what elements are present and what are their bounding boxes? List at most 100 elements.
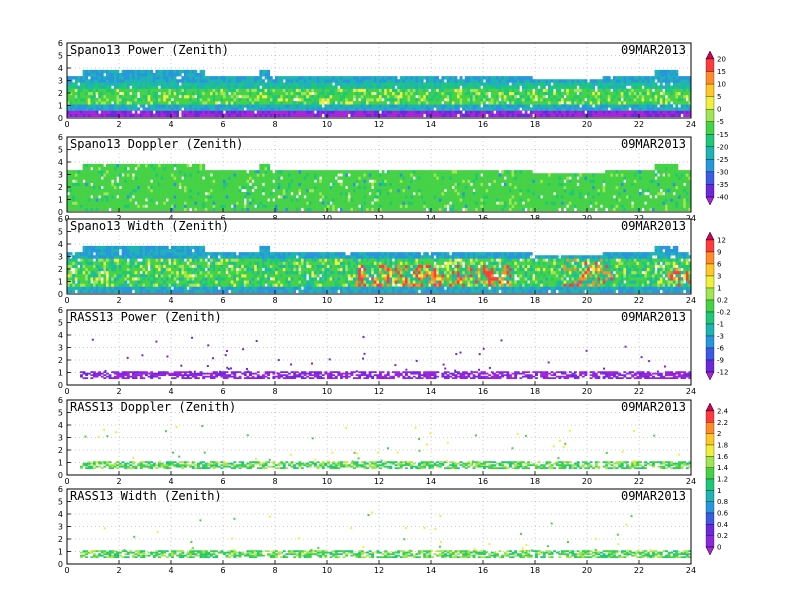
heatmap-cell: [672, 82, 676, 86]
heatmap-cell: [111, 182, 115, 187]
heatmap-cell: [69, 173, 73, 177]
heatmap-cell: [540, 85, 544, 89]
heatmap-cell: [636, 76, 640, 80]
heatmap-cell: [662, 69, 666, 74]
heatmap-cell: [93, 101, 96, 105]
heatmap-cell: [233, 79, 237, 83]
heatmap-cell: [644, 85, 648, 89]
heatmap-cell: [371, 198, 375, 202]
heatmap-cell: [568, 107, 572, 111]
heatmap-cell: [670, 94, 674, 99]
heatmap-cell: [145, 98, 148, 102]
heatmap-cell: [675, 94, 679, 99]
heatmap-cell: [493, 98, 497, 102]
heatmap-cell: [217, 110, 221, 114]
heatmap-cell: [363, 185, 367, 190]
heatmap-cell: [415, 201, 419, 205]
heatmap-cell: [358, 104, 362, 108]
heatmap-cell: [74, 207, 78, 212]
heatmap-cell: [139, 182, 143, 187]
heatmap-cell: [165, 188, 169, 193]
heatmap-cell: [301, 101, 304, 105]
heatmap-cell: [295, 82, 299, 86]
heatmap-cell: [467, 91, 471, 96]
heatmap-cell: [462, 85, 466, 89]
heatmap-cell: [587, 101, 590, 105]
heatmap-cell: [282, 82, 286, 86]
heatmap-cell: [454, 113, 458, 118]
heatmap-cell: [407, 173, 411, 177]
heatmap-cell: [184, 182, 187, 187]
heatmap-cell: [119, 173, 122, 177]
heatmap-cell: [74, 94, 78, 99]
heatmap-cell: [587, 104, 590, 108]
heatmap-cell: [103, 201, 107, 205]
heatmap-cell: [410, 188, 414, 193]
heatmap-cell: [173, 107, 177, 111]
heatmap-cell: [654, 101, 658, 105]
heatmap-cell: [288, 188, 291, 193]
heatmap-cell: [428, 113, 432, 118]
heatmap-cell: [306, 201, 310, 205]
heatmap-cell: [321, 82, 325, 86]
heatmap-cell: [111, 69, 115, 74]
heatmap-cell: [470, 113, 473, 118]
heatmap-cell: [121, 104, 125, 108]
heatmap-cell: [496, 104, 499, 108]
heatmap-cell: [176, 98, 180, 102]
heatmap-cell: [152, 188, 156, 193]
heatmap-cell: [243, 173, 247, 177]
heatmap-cell: [340, 204, 343, 208]
heatmap-cell: [488, 107, 492, 111]
heatmap-cell: [251, 192, 255, 196]
heatmap-cell: [688, 94, 692, 99]
heatmap-cell: [376, 195, 380, 199]
heatmap-cell: [233, 207, 237, 212]
heatmap-cell: [303, 98, 307, 102]
heatmap-cell: [256, 91, 260, 96]
heatmap-cell: [251, 113, 255, 118]
heatmap-cell: [581, 82, 585, 86]
heatmap-cell: [168, 113, 172, 118]
heatmap-cell: [176, 176, 180, 180]
heatmap-cell: [480, 107, 484, 111]
heatmap-cell: [566, 79, 570, 83]
heatmap-cell: [402, 91, 406, 96]
heatmap-cell: [654, 82, 658, 86]
heatmap-cell: [142, 173, 146, 177]
heatmap-cell: [259, 201, 263, 205]
heatmap-cell: [488, 88, 492, 93]
heatmap-cell: [243, 104, 247, 108]
heatmap-cell: [373, 179, 377, 183]
heatmap-cell: [129, 198, 133, 202]
heatmap-cell: [111, 79, 115, 83]
heatmap-cell: [561, 94, 564, 99]
heatmap-cell: [626, 104, 629, 108]
heatmap-cell: [95, 185, 99, 190]
heatmap-cell: [514, 104, 518, 108]
heatmap-cell: [67, 98, 70, 102]
heatmap-cell: [207, 195, 211, 199]
heatmap-cell: [602, 79, 606, 83]
heatmap-cell: [571, 94, 575, 99]
heatmap-cell: [275, 204, 278, 208]
heatmap-cell: [77, 207, 81, 212]
heatmap-cell: [194, 107, 198, 111]
heatmap-cell: [82, 185, 86, 190]
heatmap-cell: [230, 107, 234, 111]
heatmap-cell: [142, 69, 146, 74]
heatmap-cell: [191, 179, 195, 183]
heatmap-cell: [72, 201, 76, 205]
heatmap-cell: [618, 85, 622, 89]
heatmap-cell: [129, 182, 133, 187]
heatmap-cell: [511, 82, 515, 86]
heatmap-cell: [243, 170, 247, 174]
heatmap-cell: [272, 207, 276, 212]
heatmap-cell: [82, 91, 86, 96]
heatmap-cell: [340, 113, 343, 118]
heatmap-cell: [147, 76, 151, 80]
heatmap-cell: [568, 85, 572, 89]
heatmap-cell: [288, 182, 291, 187]
heatmap-cell: [511, 91, 515, 96]
heatmap-cell: [337, 88, 341, 93]
